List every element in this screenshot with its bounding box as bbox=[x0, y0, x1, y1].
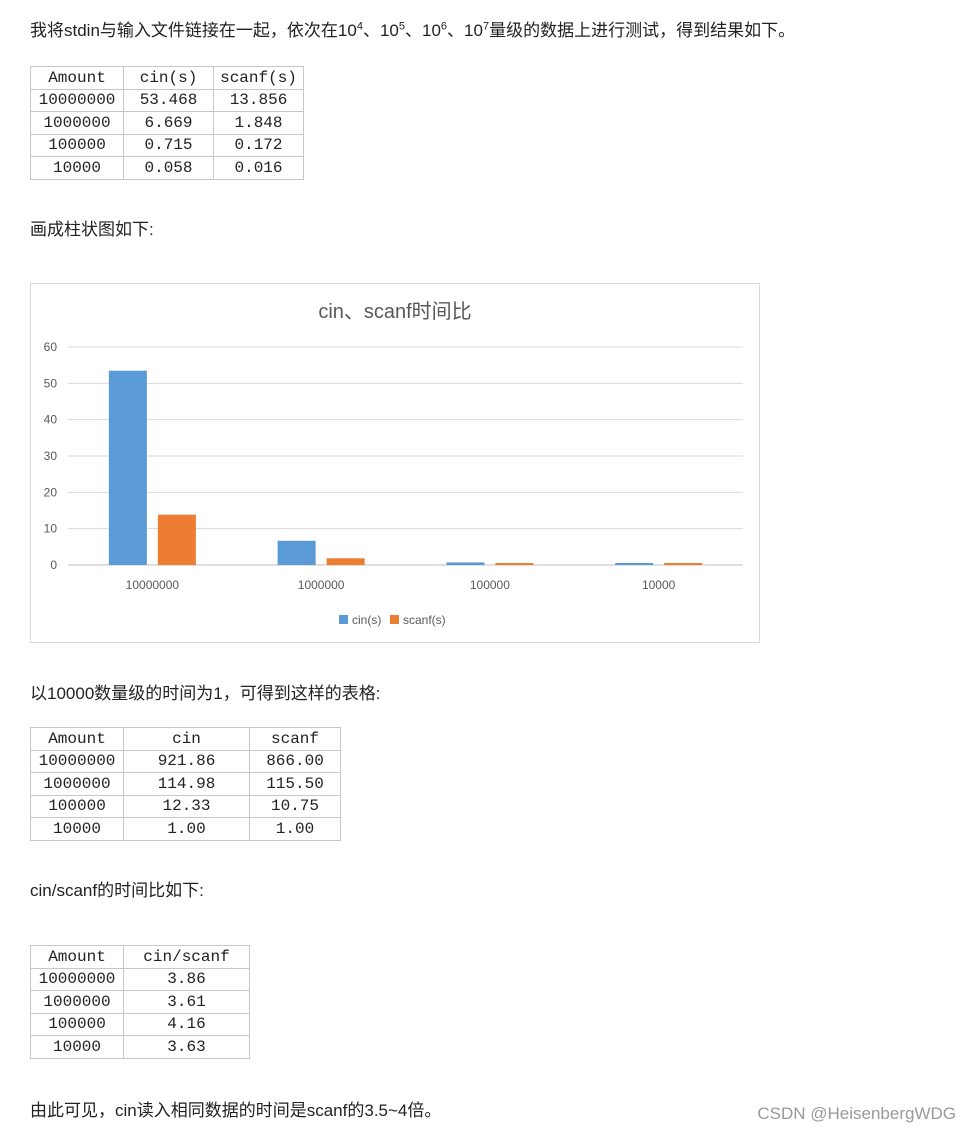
table-row: 10000000 921.86 866.00 bbox=[30, 749, 341, 773]
watermark: CSDN @HeisenbergWDG bbox=[757, 1104, 956, 1123]
table-cell: cin(s) bbox=[123, 66, 214, 90]
table-cell: 10000000 bbox=[30, 88, 124, 112]
table-cell: 10000 bbox=[30, 156, 124, 180]
bar-chart: cin、scanf时间比 0 10 20 30 40 50 60 10000000 1000000… bbox=[30, 283, 760, 643]
table-cell: 3.86 bbox=[123, 967, 250, 991]
table-row: 1000000 6.669 1.848 bbox=[30, 111, 304, 135]
bar-scanfs-1000000 bbox=[326, 558, 365, 565]
x-tick-label: 1000000 bbox=[298, 578, 345, 592]
y-tick-label: 40 bbox=[44, 413, 58, 427]
bar-cins-10000000 bbox=[108, 370, 147, 565]
chart-title: cin、scanf时间比 bbox=[318, 300, 471, 323]
paragraph-normalized: 以10000数量级的时间为1，可得到这样的表格: bbox=[30, 684, 381, 703]
table-row: 10000000 3.86 bbox=[30, 967, 250, 991]
table-cell: 4.16 bbox=[123, 1012, 250, 1036]
table-cell: 114.98 bbox=[123, 772, 250, 796]
y-tick-label: 10 bbox=[44, 522, 58, 536]
table-cell: 0.058 bbox=[123, 156, 214, 180]
y-tick-label: 50 bbox=[44, 376, 58, 390]
table-row: 1000000 3.61 bbox=[30, 990, 250, 1014]
table-cell: 12.33 bbox=[123, 794, 250, 818]
table-cell: 1.00 bbox=[123, 817, 250, 841]
table-cell: 100000 bbox=[30, 794, 124, 818]
y-tick-label: 60 bbox=[44, 340, 58, 354]
intro-text: 、10 bbox=[362, 21, 399, 40]
table-cell: Amount bbox=[30, 727, 124, 751]
table-cell: cin/scanf bbox=[123, 945, 250, 969]
table-cell: 10.75 bbox=[249, 794, 341, 818]
exponent: 6 bbox=[440, 20, 448, 33]
bar-cins-1000000 bbox=[277, 540, 316, 565]
table-row: 100000 4.16 bbox=[30, 1012, 250, 1036]
exponent: 4 bbox=[356, 20, 363, 33]
table-cell: 921.86 bbox=[123, 749, 250, 773]
y-tick-label: 30 bbox=[44, 449, 58, 463]
x-tick-label: 10000 bbox=[642, 578, 676, 592]
paragraph-conclusion: 由此可见，cin读入相同数据的时间是scanf的3.5~4倍。 bbox=[30, 1101, 442, 1120]
table-cell: 10000000 bbox=[30, 967, 124, 991]
table-cell: 6.669 bbox=[123, 111, 214, 135]
table-cell: 115.50 bbox=[249, 772, 341, 796]
table-row: 100000 0.715 0.172 bbox=[30, 133, 304, 157]
bar-chart-svg: cin、scanf时间比 0 10 20 30 40 50 60 10000000 1000000… bbox=[44, 300, 743, 627]
table-row: 10000 1.00 1.00 bbox=[30, 817, 341, 841]
legend-label: scanf(s) bbox=[403, 613, 446, 627]
table-cell: 1.00 bbox=[249, 817, 341, 841]
table-cell: 0.016 bbox=[213, 156, 304, 180]
table-row: 10000 0.058 0.016 bbox=[30, 156, 304, 180]
table-cell: 1.848 bbox=[213, 111, 304, 135]
exponent: 5 bbox=[398, 20, 405, 33]
intro-paragraph: 我将stdin与输入文件链接在一起，依次在104、105、106、107量级的数… bbox=[30, 16, 795, 41]
bar-cins-100000 bbox=[446, 562, 485, 565]
bar-scanfs-100000 bbox=[495, 563, 534, 565]
table-cell: 100000 bbox=[30, 133, 124, 157]
y-tick-label: 0 bbox=[50, 558, 57, 572]
timing-table: Amount cin(s) scanf(s) 10000000 53.468 13.856… bbox=[30, 66, 304, 180]
exponent: 7 bbox=[482, 20, 490, 33]
x-tick-label: 100000 bbox=[470, 578, 510, 592]
table-row: 1000000 114.98 115.50 bbox=[30, 772, 341, 796]
bar-scanfs-10000000 bbox=[157, 514, 196, 565]
table-row: 10000 3.63 bbox=[30, 1035, 250, 1059]
intro-text: 、10 bbox=[447, 21, 483, 40]
table-header-row: Amount cin(s) scanf(s) bbox=[30, 66, 304, 90]
table-row: 10000000 53.468 13.856 bbox=[30, 88, 304, 112]
table-cell: 10000 bbox=[30, 1035, 124, 1059]
x-tick-label: 10000000 bbox=[126, 578, 180, 592]
y-tick-label: 20 bbox=[44, 485, 58, 499]
table-cell: 100000 bbox=[30, 1012, 124, 1036]
table-cell: 13.856 bbox=[213, 88, 304, 112]
ratio-table: Amount cin/scanf 10000000 3.86 1000000 3.61 10… bbox=[30, 945, 250, 1059]
table-cell: Amount bbox=[30, 66, 124, 90]
intro-text: 、10 bbox=[405, 21, 441, 40]
table-header-row: Amount cin/scanf bbox=[30, 945, 250, 969]
table-cell: scanf(s) bbox=[213, 66, 304, 90]
table-cell: scanf bbox=[249, 727, 341, 751]
legend-swatch bbox=[339, 615, 348, 624]
table-row: 100000 12.33 10.75 bbox=[30, 794, 341, 818]
table-cell: 1000000 bbox=[30, 111, 124, 135]
table-cell: 3.61 bbox=[123, 990, 250, 1014]
table-cell: 1000000 bbox=[30, 990, 124, 1014]
bar-scanfs-10000 bbox=[664, 563, 703, 565]
table-cell: 53.468 bbox=[123, 88, 214, 112]
table-cell: 866.00 bbox=[249, 749, 341, 773]
table-header-row: Amount cin scanf bbox=[30, 727, 341, 751]
paragraph-chart-intro: 画成柱状图如下: bbox=[30, 220, 154, 239]
legend-swatch bbox=[390, 615, 399, 624]
intro-text: 我将stdin与输入文件链接在一起，依次在10 bbox=[30, 21, 357, 40]
bar-cins-10000 bbox=[615, 563, 654, 565]
paragraph-ratio: cin/scanf的时间比如下: bbox=[30, 881, 204, 900]
table-cell: cin bbox=[123, 727, 250, 751]
table-cell: 0.172 bbox=[213, 133, 304, 157]
table-cell: 10000 bbox=[30, 817, 124, 841]
intro-text: 量级的数据上进行测试，得到结果如下。 bbox=[489, 21, 796, 40]
table-cell: 10000000 bbox=[30, 749, 124, 773]
table-cell: 3.63 bbox=[123, 1035, 250, 1059]
table-cell: Amount bbox=[30, 945, 124, 969]
legend-label: cin(s) bbox=[352, 613, 381, 627]
table-cell: 0.715 bbox=[123, 133, 214, 157]
table-cell: 1000000 bbox=[30, 772, 124, 796]
normalized-table: Amount cin scanf 10000000 921.86 866.00 100000… bbox=[30, 727, 341, 841]
